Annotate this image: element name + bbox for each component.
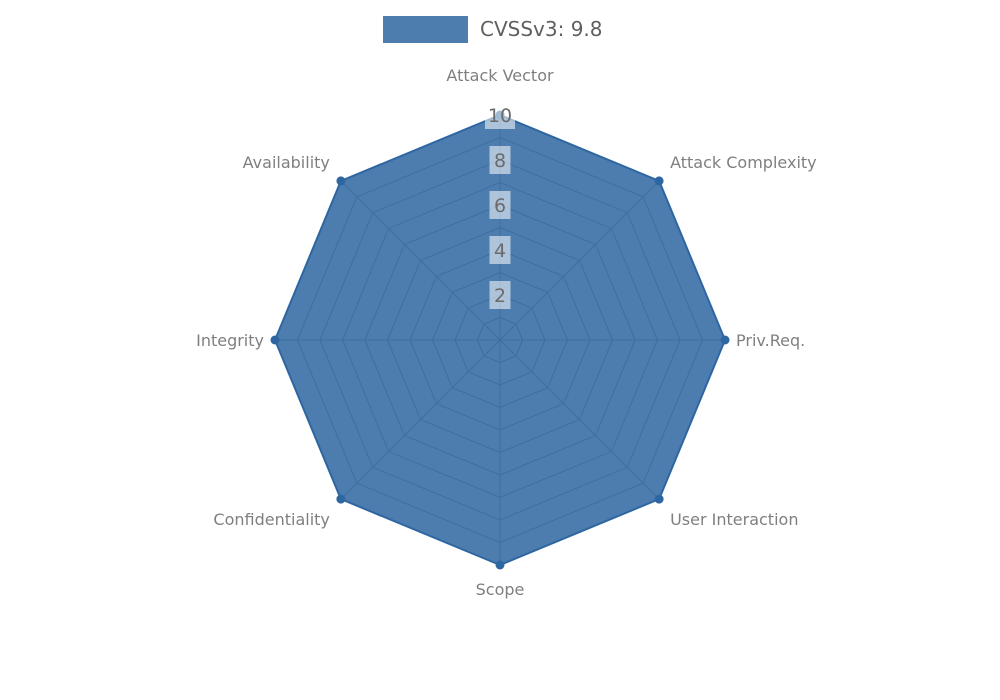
data-point-marker[interactable] [495,560,505,570]
tick-label-box [489,191,511,219]
category-label: User Interaction [670,510,798,529]
legend-swatch [383,16,468,43]
category-label: Attack Complexity [670,153,817,172]
radial-tick-labels: 2 4 6 8 10 [485,101,515,309]
tick-label-box [489,236,511,264]
category-label: Priv.Req. [736,331,805,350]
data-point-marker[interactable] [654,494,664,504]
category-label: Scope [476,580,525,599]
legend[interactable]: CVSSv3: 9.8 [383,16,603,43]
data-point-marker[interactable] [336,176,346,186]
category-label: Confidentiality [213,510,329,529]
legend-label: CVSSv3: 9.8 [480,17,603,41]
data-point-marker[interactable] [270,335,280,345]
tick-label: 2 [494,285,506,307]
tick-label: 6 [494,195,506,217]
tick-label: 8 [494,150,506,172]
category-labels: Attack Vector Attack Complexity Priv.Req. U… [196,66,817,599]
data-point-marker[interactable] [654,176,664,186]
data-point-marker[interactable] [720,335,730,345]
tick-label-box [489,281,511,309]
category-label: Integrity [196,331,264,350]
tick-label: 4 [494,240,506,262]
category-label: Attack Vector [446,66,554,85]
tick-label-box [489,146,511,174]
tick-label-box [485,101,515,129]
tick-label: 10 [488,105,512,127]
category-label: Availability [243,153,330,172]
data-point-marker[interactable] [336,494,346,504]
